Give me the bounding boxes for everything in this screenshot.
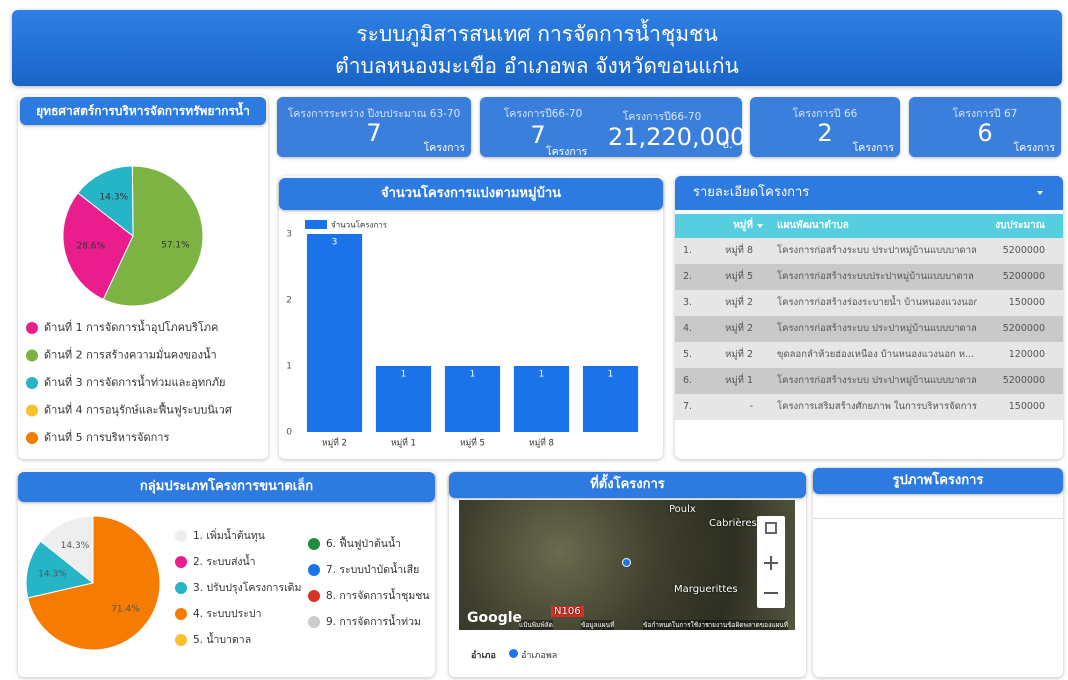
bar-value-label: 1 — [470, 370, 476, 380]
y-tick-label: 3 — [286, 230, 292, 240]
legend-label: 2. ระบบส่งน้ำ — [193, 554, 256, 568]
bar-value-label: 1 — [401, 370, 407, 380]
y-tick-label: 1 — [286, 362, 292, 372]
legend-dot — [26, 405, 38, 417]
slice-label: 57.1% — [161, 241, 190, 251]
legend-label: 3. ปรับปรุงโครงการเดิม — [193, 581, 301, 594]
bar-value-label: 3 — [332, 238, 338, 248]
legend-label: 1. เพิ่มน้ำต้นทุน — [193, 528, 265, 542]
slice-label: 28.6% — [76, 242, 105, 252]
legend-dot — [175, 530, 187, 542]
legend-label: ด้านที่ 3 การจัดการน้ำท่วมและอุทกภัย — [44, 374, 226, 389]
legend-dot — [308, 538, 320, 550]
charts-layer: 28.6% 57.1% 14.3% ด้านที่ 1 การจัดการน้ำอุป… — [0, 0, 1068, 680]
dashboard: ระบบภูมิสารสนเทศ การจัดการน้ำชุมชนตำบลหน… — [0, 0, 1068, 680]
legend-dot — [26, 377, 38, 389]
legend-dot — [308, 616, 320, 628]
legend-label: จำนวนโครงการ — [331, 220, 388, 230]
legend-label: 5. น้ำบาดาล — [193, 632, 251, 646]
legend-label: ด้านที่ 4 การอนุรักษ์และฟื้นฟูระบบนิเวศ — [44, 402, 232, 417]
legend-dot — [308, 590, 320, 602]
legend-label: 6. ฟื้นฟูป่าต้นน้ำ — [326, 536, 401, 550]
x-tick-label: หมู่ที่ 5 — [460, 437, 485, 449]
legend-label: 9. การจัดการน้ำท่วม — [326, 614, 421, 628]
slice-label: 14.3% — [100, 193, 129, 203]
legend-label: 4. ระบบประปา — [193, 608, 261, 620]
bar-value-label: 1 — [539, 370, 545, 380]
legend-dot — [175, 582, 187, 594]
slice-label: 71.4% — [111, 604, 140, 614]
legend-dot — [175, 634, 187, 646]
x-tick-label: หมู่ที่ 2 — [322, 437, 347, 449]
legend-dot — [26, 322, 38, 334]
bar-value-label: 1 — [608, 370, 614, 380]
slice-label: 14.3% — [38, 569, 67, 579]
legend-label: ด้านที่ 2 การสร้างความมั่นคงของน้ำ — [44, 347, 217, 362]
legend-label: ด้านที่ 5 การบริหารจัดการ — [44, 429, 169, 444]
legend-swatch — [305, 220, 327, 229]
legend-dot — [26, 350, 38, 362]
legend-label: 8. การจัดการน้ำชุมชน — [326, 588, 430, 602]
x-tick-label: หมู่ที่ 1 — [391, 437, 416, 449]
legend-dot — [175, 556, 187, 568]
bar — [307, 234, 362, 432]
legend-label: 7. ระบบบำบัดน้ำเสีย — [326, 562, 419, 576]
legend-dot — [175, 608, 187, 620]
y-tick-label: 0 — [286, 428, 292, 438]
y-tick-label: 2 — [286, 296, 292, 306]
legend-dot — [26, 432, 38, 444]
legend-dot — [308, 564, 320, 576]
legend-label: ด้านที่ 1 การจัดการน้ำอุปโภคบริโภค — [44, 319, 218, 334]
slice-label: 14.3% — [61, 541, 90, 551]
x-tick-label: หมู่ที่ 8 — [529, 437, 554, 449]
